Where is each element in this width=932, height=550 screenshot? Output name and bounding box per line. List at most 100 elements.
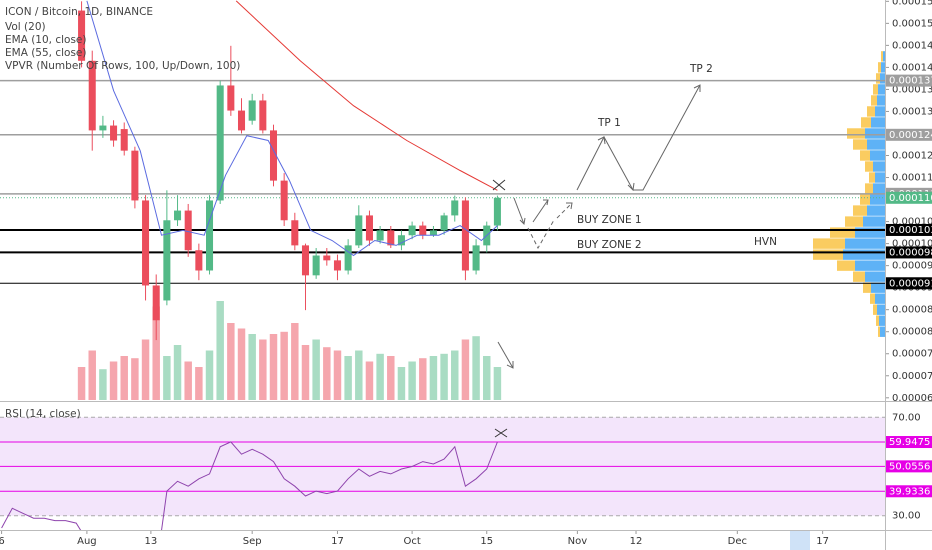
level-label: 0.0001031 <box>889 225 932 236</box>
cross-mark <box>494 428 508 438</box>
level-label-bg <box>886 128 932 141</box>
vpvr-up <box>867 205 885 216</box>
vpvr-down <box>873 84 878 95</box>
candle-body <box>78 10 86 61</box>
level-label-bg <box>886 277 932 290</box>
volume-bar <box>429 356 438 400</box>
vpvr-down <box>873 304 877 315</box>
candle-body <box>344 245 352 271</box>
vpvr-down <box>847 128 865 139</box>
y-tick-label: 0.0001150 <box>892 173 932 184</box>
volume-bar <box>184 361 192 400</box>
candle-body <box>365 215 373 241</box>
annotation: BUY ZONE 2 <box>577 239 642 251</box>
vpvr-up <box>883 51 885 62</box>
dashed-arrow <box>527 219 555 250</box>
arrow-head <box>597 136 606 145</box>
vpvr-down <box>813 238 845 249</box>
volume-bar <box>88 350 96 400</box>
candle-body <box>216 85 224 201</box>
x-tick-label: Dec <box>728 536 747 547</box>
level-label: 0.0001370 <box>889 76 932 87</box>
volume-bar <box>259 339 267 400</box>
arrow <box>497 341 514 369</box>
vpvr-up <box>880 73 885 84</box>
volume-bar <box>493 367 502 400</box>
y-tick-label: 0.0000850 <box>892 305 932 316</box>
vpvr-down <box>865 161 873 172</box>
vpvr-down <box>870 293 875 304</box>
volume-bar <box>205 350 214 400</box>
arrow-head <box>519 217 526 226</box>
vpvr-up <box>871 117 885 128</box>
projection-arrows <box>492 84 701 438</box>
volume-bar <box>312 339 320 400</box>
y-tick-label: 0.0001550 <box>892 0 932 7</box>
dashed-arrow <box>556 202 573 219</box>
y-tick-label: 0.0000950 <box>892 261 932 272</box>
volume-bar <box>323 347 331 400</box>
level-label-bg <box>886 191 932 204</box>
price-pane <box>0 0 885 400</box>
volume-bar <box>109 361 118 400</box>
arrow-head <box>693 84 701 92</box>
vpvr-up <box>855 260 885 271</box>
vpvr-up <box>871 282 885 293</box>
vpvr-down <box>878 326 880 337</box>
candle-body <box>227 85 235 111</box>
vpvr-down <box>860 194 870 205</box>
candle-body <box>237 110 246 131</box>
volume-bar <box>269 334 278 400</box>
vpvr-up <box>875 172 885 183</box>
vpvr-up <box>845 238 885 249</box>
candle-body <box>120 129 128 151</box>
vpvr-down <box>871 95 877 106</box>
vpvr-down <box>853 139 867 150</box>
candle-body <box>387 230 395 246</box>
candle-body <box>195 250 203 271</box>
vpvr-down <box>830 227 855 238</box>
volume-bar <box>152 306 160 400</box>
candle-body <box>131 150 139 201</box>
y-tick-label: 0.0001000 <box>892 239 932 250</box>
vpvr-up <box>875 106 885 117</box>
cross-mark <box>492 179 506 191</box>
vpvr-down <box>867 106 875 117</box>
level-label: 0.0000910 <box>889 278 932 289</box>
candle-body <box>88 60 96 131</box>
volume-bar <box>301 345 310 400</box>
rsi-pane <box>0 416 885 530</box>
annotation: BUY ZONE 1 <box>577 214 642 226</box>
y-tick-label: 0.0001450 <box>892 40 932 51</box>
volume-bar <box>355 350 363 400</box>
vpvr-up <box>873 183 885 194</box>
vpvr-down <box>881 51 883 62</box>
vpvr-down <box>863 282 871 293</box>
legend-entry: EMA (10, close) <box>5 34 87 46</box>
vpvr-up <box>855 227 885 238</box>
volume-bar <box>163 356 171 400</box>
vpvr-down <box>876 315 879 326</box>
vpvr-down <box>869 172 875 183</box>
x-tick-label: Sep <box>243 536 262 547</box>
vpvr-up <box>873 161 885 172</box>
volume-bar <box>77 367 86 400</box>
rsi-level-label-bg <box>886 436 932 449</box>
level-label: 0.0000980 <box>889 247 932 258</box>
y-tick-label: 0.0001200 <box>892 151 932 162</box>
volume-bar <box>216 301 224 400</box>
candle-body <box>99 125 107 131</box>
candle-body <box>152 285 160 321</box>
volume-bar <box>483 356 491 400</box>
ema-line <box>86 0 498 257</box>
ema-line <box>235 0 498 191</box>
vpvr-down <box>876 73 880 84</box>
arrow-head <box>627 182 635 192</box>
rsi-level-label-bg <box>886 460 932 473</box>
candle-body <box>248 100 256 121</box>
candle-body <box>142 200 150 286</box>
y-tick-label: 0.0001350 <box>892 84 932 95</box>
candle-body <box>110 125 118 141</box>
vpvr-up <box>863 216 885 227</box>
